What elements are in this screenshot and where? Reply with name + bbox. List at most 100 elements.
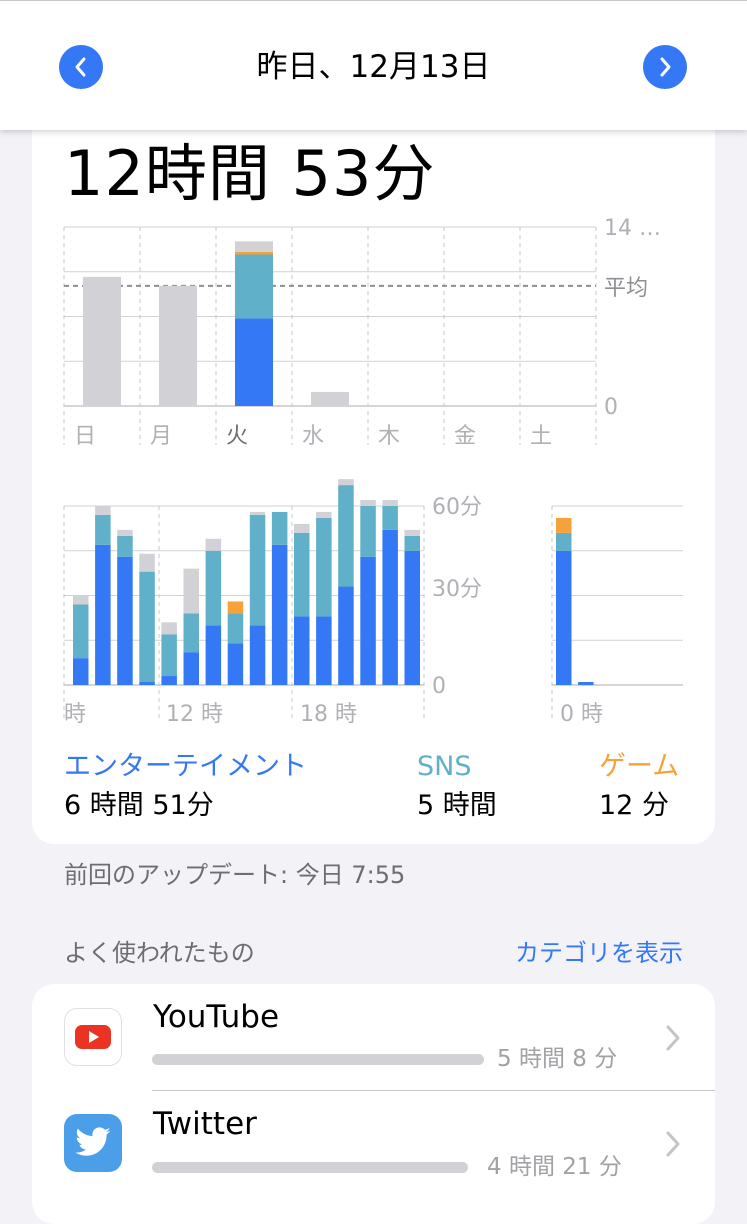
bar-sns-2 — [235, 254, 273, 319]
y-tick-0: 0 — [432, 674, 446, 699]
hour-bar-other-11 — [183, 568, 199, 614]
total-screen-time: 12時間 53分 — [64, 137, 436, 210]
hour-bar-entertainment-20 — [382, 529, 398, 685]
y-tick-60: 60分 — [432, 495, 482, 520]
nav-bar: 昨日、12月13日 — [0, 0, 747, 130]
hour-bar-sns-13 — [227, 613, 244, 644]
hour-bar-sns-14 — [249, 514, 266, 626]
usage-bar-youtube — [152, 1054, 485, 1065]
hour-bar-sns-20 — [382, 506, 398, 530]
app-row-youtube[interactable] — [32, 984, 715, 1090]
x-tick-6: 時 — [64, 702, 86, 727]
bar-other-1 — [159, 285, 197, 406]
row-divider — [152, 1090, 715, 1091]
chevron-left-icon — [75, 57, 86, 77]
category-game-value: 12 分 — [599, 790, 669, 821]
hour-bar-other-18 — [338, 479, 354, 486]
hour-bar-sns-21 — [404, 535, 420, 551]
weekly-usage-chart[interactable]: 平均 14 … 0 日 月 火 水 木 金 土 — [0, 0, 747, 470]
hour-bar-sns-7 — [95, 514, 111, 545]
average-label: 平均 — [604, 276, 648, 301]
y-tick-bottom: 0 — [604, 395, 618, 420]
app-name-youtube: YouTube — [153, 999, 280, 1035]
hourly-usage-chart[interactable]: 60分 30分 0 時 12 時 18 時 0 時 — [0, 0, 747, 740]
hour-bar-entertainment-10 — [161, 676, 177, 685]
usage-summary-card — [32, 100, 715, 844]
last-updated-text: 前回のアップデート: 今日 7:55 — [64, 861, 406, 889]
hour-bar-entertainment-21 — [404, 550, 420, 685]
hour-bar-entertainment-18 — [338, 586, 354, 685]
hour-bar-other-7 — [95, 506, 111, 515]
y-tick-top: 14 … — [604, 216, 661, 241]
hour-bar-game-13 — [227, 601, 244, 614]
hour-bar-sns-10 — [161, 634, 177, 677]
bar-game-2 — [235, 251, 273, 255]
x-tick-12: 12 時 — [166, 702, 223, 727]
hour-bar-entertainment-8 — [117, 556, 133, 685]
bar-entertainment-2 — [235, 318, 273, 406]
category-entertainment-value: 6 時間 51分 — [64, 790, 214, 821]
hour-bar-entertainment-0 — [556, 550, 572, 685]
hour-bar-sns-15 — [271, 511, 288, 545]
day-label-4: 木 — [378, 424, 400, 449]
hour-bar-other-6 — [73, 595, 89, 605]
hour-bar-other-9 — [139, 553, 155, 572]
usage-bar-twitter — [152, 1162, 468, 1173]
page-title: 昨日、12月13日 — [256, 49, 491, 85]
y-tick-30: 30分 — [432, 577, 482, 602]
category-game-label: ゲーム — [599, 751, 680, 782]
hour-bar-entertainment-12 — [205, 625, 222, 685]
hour-bar-sns-8 — [117, 535, 133, 557]
hour-bar-other-10 — [161, 622, 177, 635]
hour-bar-entertainment-7 — [95, 544, 111, 685]
hour-bar-sns-17 — [316, 517, 332, 617]
hour-bar-sns-19 — [360, 506, 376, 557]
app-time-youtube: 5 時間 8 分 — [497, 1046, 618, 1072]
youtube-icon — [64, 1008, 122, 1066]
hour-bar-entertainment-1 — [578, 682, 594, 685]
day-label-2: 火 — [226, 424, 248, 449]
bar-other-3 — [311, 391, 349, 406]
hour-bar-entertainment-15 — [271, 544, 288, 685]
hour-bar-entertainment-17 — [316, 616, 332, 685]
hour-bar-other-21 — [404, 529, 420, 536]
bar-other-2 — [235, 241, 273, 252]
hour-bar-sns-6 — [73, 604, 89, 659]
bar-other-0 — [83, 276, 121, 406]
day-label-6: 土 — [530, 424, 552, 449]
chevron-right-icon — [666, 1131, 680, 1157]
hour-bar-other-19 — [360, 500, 376, 506]
hour-bar-sns-11 — [183, 613, 199, 653]
category-entertainment-label: エンターテイメント — [64, 751, 307, 782]
hour-bar-other-12 — [205, 538, 222, 551]
next-day-button[interactable] — [643, 45, 687, 89]
app-row-twitter[interactable] — [32, 1091, 715, 1200]
hour-bar-other-16 — [294, 523, 310, 533]
hour-bar-other-20 — [382, 500, 398, 506]
day-label-0: 日 — [74, 424, 96, 449]
x-tick-18: 18 時 — [300, 702, 357, 727]
most-used-apps-card — [32, 984, 715, 1224]
day-label-5: 金 — [454, 424, 476, 449]
hour-bar-sns-9 — [139, 571, 155, 683]
hour-bar-sns-12 — [205, 550, 222, 626]
hour-bar-entertainment-13 — [227, 643, 244, 685]
hour-bar-entertainment-9 — [139, 682, 155, 685]
show-categories-link[interactable]: カテゴリを表示 — [515, 939, 683, 967]
hour-bar-entertainment-6 — [73, 658, 89, 685]
x-tick-0: 0 時 — [560, 702, 603, 727]
hour-bar-game-0 — [556, 517, 572, 533]
app-time-twitter: 4 時間 21 分 — [487, 1154, 622, 1180]
most-used-heading: よく使われたもの — [64, 939, 255, 967]
hour-bar-other-8 — [117, 529, 133, 536]
day-label-3: 水 — [302, 424, 324, 449]
app-name-twitter: Twitter — [153, 1106, 257, 1142]
previous-day-button[interactable] — [59, 45, 103, 89]
twitter-icon — [64, 1114, 122, 1172]
hour-bar-sns-0 — [556, 532, 572, 551]
day-label-1: 月 — [150, 424, 172, 449]
hour-bar-entertainment-16 — [294, 616, 310, 685]
chevron-right-icon — [666, 1025, 680, 1051]
hour-bar-other-17 — [316, 511, 332, 518]
hour-bar-entertainment-19 — [360, 556, 376, 685]
